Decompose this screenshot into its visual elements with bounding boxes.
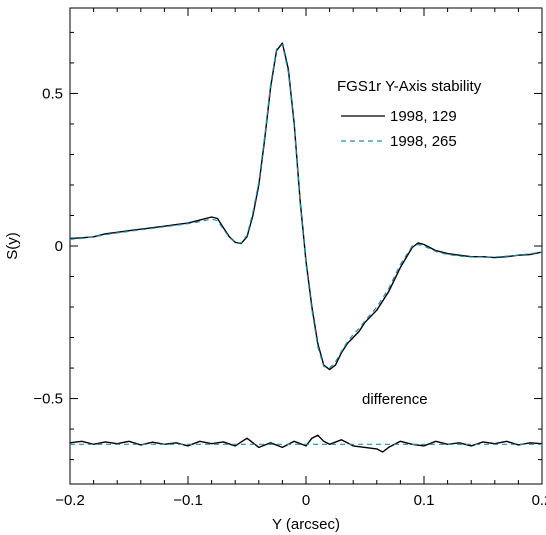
y-tick-label: −0.5: [33, 391, 63, 408]
y-tick-label: 0: [55, 238, 63, 255]
legend-label-series-1: 1998, 129: [390, 108, 457, 125]
series-line-1998-265: [69, 43, 543, 369]
difference-annotation: difference: [362, 391, 428, 408]
y-tick-label: 0.5: [42, 85, 63, 102]
x-tick-label: −0.1: [173, 492, 203, 509]
x-axis-label: Y (arcsec): [272, 516, 340, 533]
legend-title: FGS1r Y-Axis stability: [337, 78, 482, 95]
x-tick-label: 0: [302, 492, 310, 509]
series-lines: [69, 42, 543, 453]
x-tick-label: 0.1: [414, 492, 435, 509]
tick-labels: −0.2 −0.1 0 0.1 0.2 −0.5 0 0.5: [33, 85, 546, 509]
legend-label-series-2: 1998, 265: [390, 133, 457, 150]
x-tick-label: −0.2: [55, 492, 85, 509]
x-tick-label: 0.2: [532, 492, 546, 509]
series-line-1998-129: [69, 42, 543, 371]
y-axis-label: S(y): [4, 232, 21, 260]
tick-marks: [69, 8, 543, 484]
series-line-difference: [69, 434, 543, 453]
